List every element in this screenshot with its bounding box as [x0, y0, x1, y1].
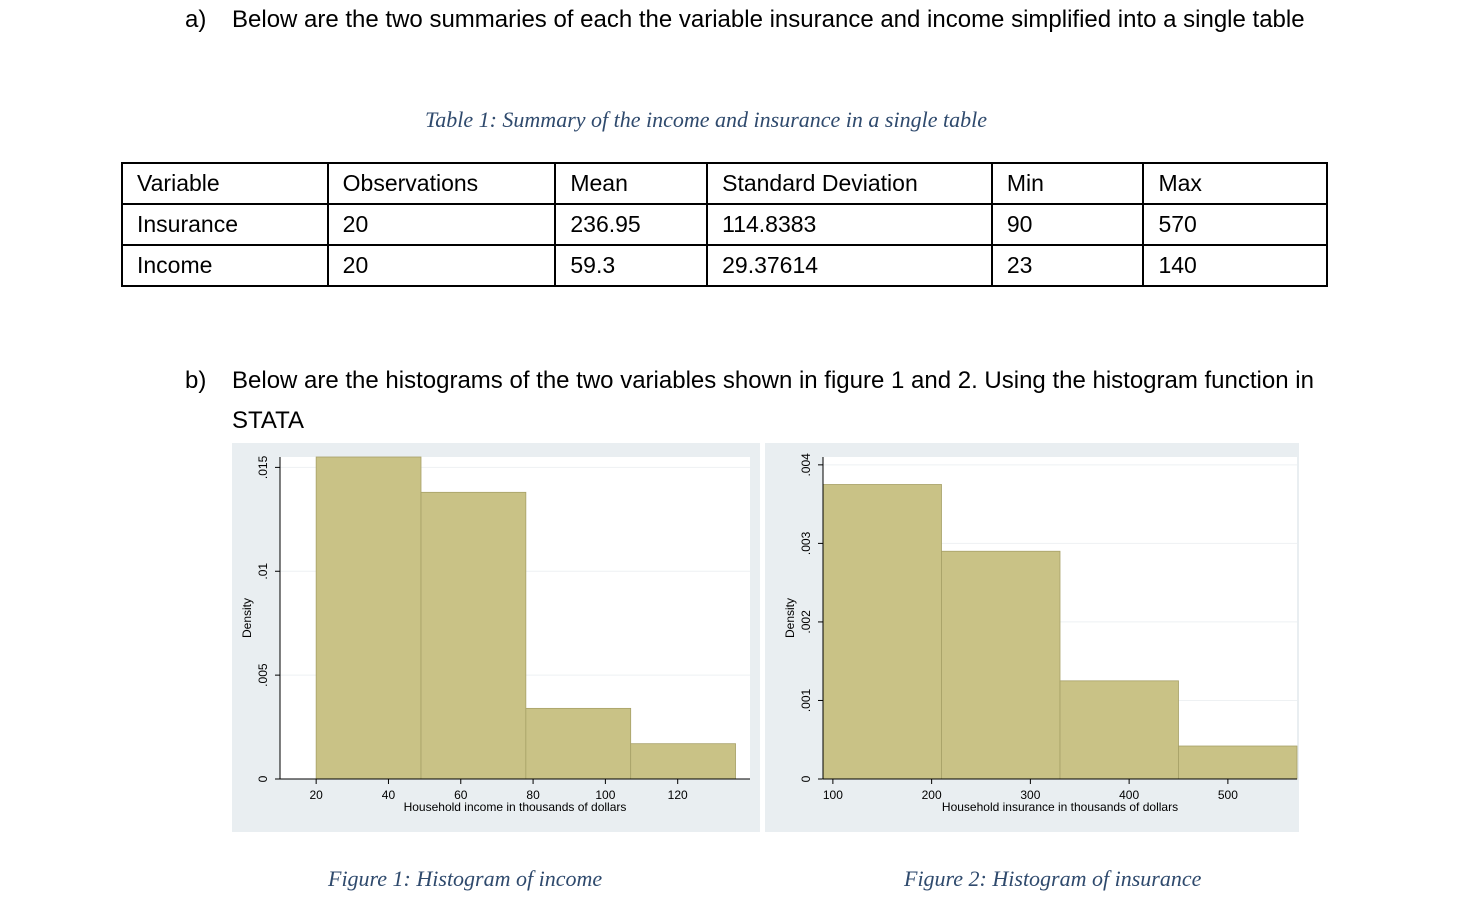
section-b-text: Below are the histograms of the two vari…: [232, 367, 1314, 434]
y-tick-label: .005: [256, 663, 270, 687]
y-tick-label: 0: [799, 775, 813, 782]
x-tick-label: 500: [1218, 788, 1238, 802]
y-tick-label: .004: [799, 453, 813, 477]
x-tick-label: 300: [1020, 788, 1040, 802]
x-tick-label: 100: [823, 788, 843, 802]
table-cell: 20: [326, 203, 557, 246]
y-tick-label: .01: [256, 563, 270, 580]
y-tick-label: .001: [799, 688, 813, 712]
x-axis-label: Household income in thousands of dollars: [404, 800, 627, 814]
table-cell: 570: [1142, 203, 1328, 246]
figure2-caption: Figure 2: Histogram of insurance: [904, 866, 1202, 891]
table-cell: 59.3: [554, 244, 709, 287]
y-tick-label: .003: [799, 531, 813, 555]
header-variable: Variable: [121, 162, 329, 205]
header-observations: Observations: [326, 162, 557, 205]
x-tick-label: 120: [668, 788, 688, 802]
histogram-bar: [630, 743, 736, 780]
header-mean: Mean: [554, 162, 709, 205]
table-cell: Income: [121, 244, 329, 287]
table-row: Income 20 59.3 29.37614 23 140: [121, 244, 1328, 287]
y-axis-label: Density: [783, 598, 797, 638]
header-max: Max: [1142, 162, 1328, 205]
x-tick-label: 20: [309, 788, 323, 802]
x-tick-label: 400: [1119, 788, 1139, 802]
histogram-bar: [1059, 680, 1179, 780]
x-axis-label: Household insurance in thousands of doll…: [942, 800, 1178, 814]
y-tick-label: .002: [799, 610, 813, 634]
histogram-bar: [420, 491, 527, 780]
table-cell: 29.37614: [706, 244, 993, 287]
section-a-label: a): [185, 6, 207, 33]
y-tick-label: .015: [256, 455, 270, 479]
section-a-text: Below are the two summaries of each the …: [232, 6, 1305, 33]
section-b-label: b): [185, 367, 207, 394]
header-std-dev: Standard Deviation: [706, 162, 993, 205]
histogram-bar: [822, 484, 942, 780]
y-axis-label: Density: [240, 598, 254, 638]
table-cell: 140: [1142, 244, 1328, 287]
table-cell: 20: [326, 244, 557, 287]
income-histogram-panel: 0 .005 .01 .015 20 40 60 80 100 120 Household inco…: [232, 443, 760, 832]
table-cell: 90: [990, 203, 1145, 246]
x-tick-label: 60: [454, 788, 468, 802]
summary-table: Variable Observations Mean Standard Devi…: [121, 162, 1328, 287]
table-cell: Insurance: [121, 203, 329, 246]
income-histogram: 0 .005 .01 .015 20 40 60 80 100 120 Household inco…: [240, 455, 750, 814]
histogram-bar: [315, 456, 422, 780]
x-tick-label: 200: [922, 788, 942, 802]
table-row: Insurance 20 236.95 114.8383 90 570: [121, 203, 1328, 246]
x-tick-label: 80: [526, 788, 540, 802]
table-cell: 114.8383: [706, 203, 993, 246]
insurance-histogram: 0 .001 .002 .003 .004 100 200 300 400 500 Househol…: [783, 453, 1298, 814]
x-tick-label: 40: [382, 788, 396, 802]
insurance-histogram-panel: 0 .001 .002 .003 .004 100 200 300 400 500 Househol…: [765, 443, 1299, 832]
table-cell: 236.95: [554, 203, 709, 246]
y-tick-label: 0: [256, 775, 270, 782]
header-min: Min: [990, 162, 1145, 205]
histogram-bar: [941, 550, 1061, 780]
table-caption: Table 1: Summary of the income and insur…: [425, 107, 987, 132]
x-tick-label: 100: [595, 788, 615, 802]
table-cell: 23: [990, 244, 1145, 287]
figure1-caption: Figure 1: Histogram of income: [328, 866, 603, 891]
table-header-row: Variable Observations Mean Standard Devi…: [121, 162, 1328, 205]
histogram-bar: [1178, 745, 1298, 780]
histogram-bar: [525, 707, 632, 780]
